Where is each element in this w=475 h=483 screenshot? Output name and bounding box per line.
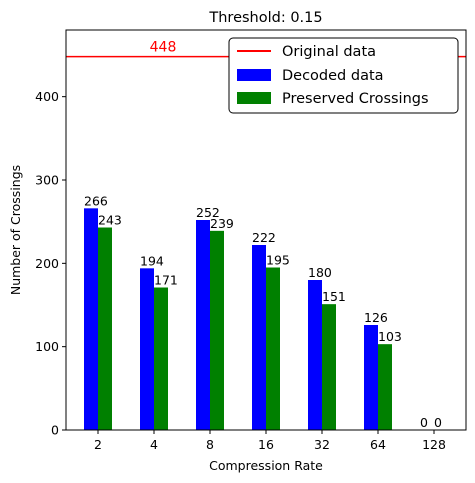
x-tick-label-32: 32 — [314, 437, 330, 452]
y-tick-label-400: 400 — [35, 89, 59, 104]
y-axis-label: Number of Crossings — [8, 165, 23, 295]
bar-preserved-64 — [378, 344, 392, 430]
x-tick-label-64: 64 — [370, 437, 386, 452]
data-label-decoded-128: 0 — [420, 415, 428, 430]
legend-label-original-data: Original data — [282, 44, 376, 60]
x-tick-label-2: 2 — [94, 437, 102, 452]
bar-preserved-2 — [98, 227, 112, 430]
plot-area: 2661942522221801260243171239195151103044… — [35, 40, 466, 452]
bar-decoded-64 — [364, 325, 378, 430]
bar-preserved-16 — [266, 267, 280, 430]
data-label-preserved-2: 243 — [98, 213, 122, 228]
data-label-preserved-8: 239 — [210, 216, 234, 231]
y-tick-label-300: 300 — [35, 173, 59, 188]
data-label-decoded-16: 222 — [252, 230, 276, 245]
legend-swatch-decoded-data — [237, 69, 271, 81]
legend: Original data Decoded data Preserved Cross… — [228, 37, 459, 114]
data-label-preserved-128: 0 — [434, 415, 442, 430]
x-axis-label: Compression Rate — [209, 458, 323, 473]
data-label-preserved-4: 171 — [154, 273, 178, 288]
data-label-decoded-2: 266 — [84, 193, 108, 208]
y-tick-label-100: 100 — [35, 339, 59, 354]
y-tick-label-200: 200 — [35, 256, 59, 271]
bar-decoded-8 — [196, 220, 210, 430]
bar-preserved-4 — [154, 287, 168, 430]
bar-decoded-2 — [84, 208, 98, 430]
data-label-decoded-4: 194 — [140, 253, 164, 268]
plot-frame — [65, 29, 467, 431]
data-label-preserved-32: 151 — [322, 289, 346, 304]
data-label-decoded-64: 126 — [364, 310, 388, 325]
bar-preserved-32 — [322, 304, 336, 430]
x-tick-label-8: 8 — [206, 437, 214, 452]
bar-decoded-16 — [252, 245, 266, 430]
legend-label-preserved-crossings: Preserved Crossings — [282, 91, 429, 107]
legend-swatch-preserved-crossings — [237, 92, 271, 104]
legend-box — [228, 37, 459, 114]
bar-decoded-4 — [140, 268, 154, 430]
x-tick-label-128: 128 — [422, 437, 446, 452]
bar-decoded-32 — [308, 280, 322, 430]
bar-preserved-8 — [210, 230, 224, 430]
data-label-decoded-32: 180 — [308, 265, 332, 280]
legend-label-decoded-data: Decoded data — [282, 68, 384, 84]
data-label-decoded-8: 252 — [196, 205, 220, 220]
chart-title: Threshold: 0.15 — [208, 10, 322, 26]
y-tick-label-0: 0 — [51, 423, 59, 438]
x-tick-label-4: 4 — [150, 437, 158, 452]
data-label-preserved-16: 195 — [266, 253, 290, 268]
data-label-preserved-64: 103 — [378, 329, 402, 344]
x-tick-label-16: 16 — [258, 437, 274, 452]
reference-line-label: 448 — [150, 40, 177, 56]
